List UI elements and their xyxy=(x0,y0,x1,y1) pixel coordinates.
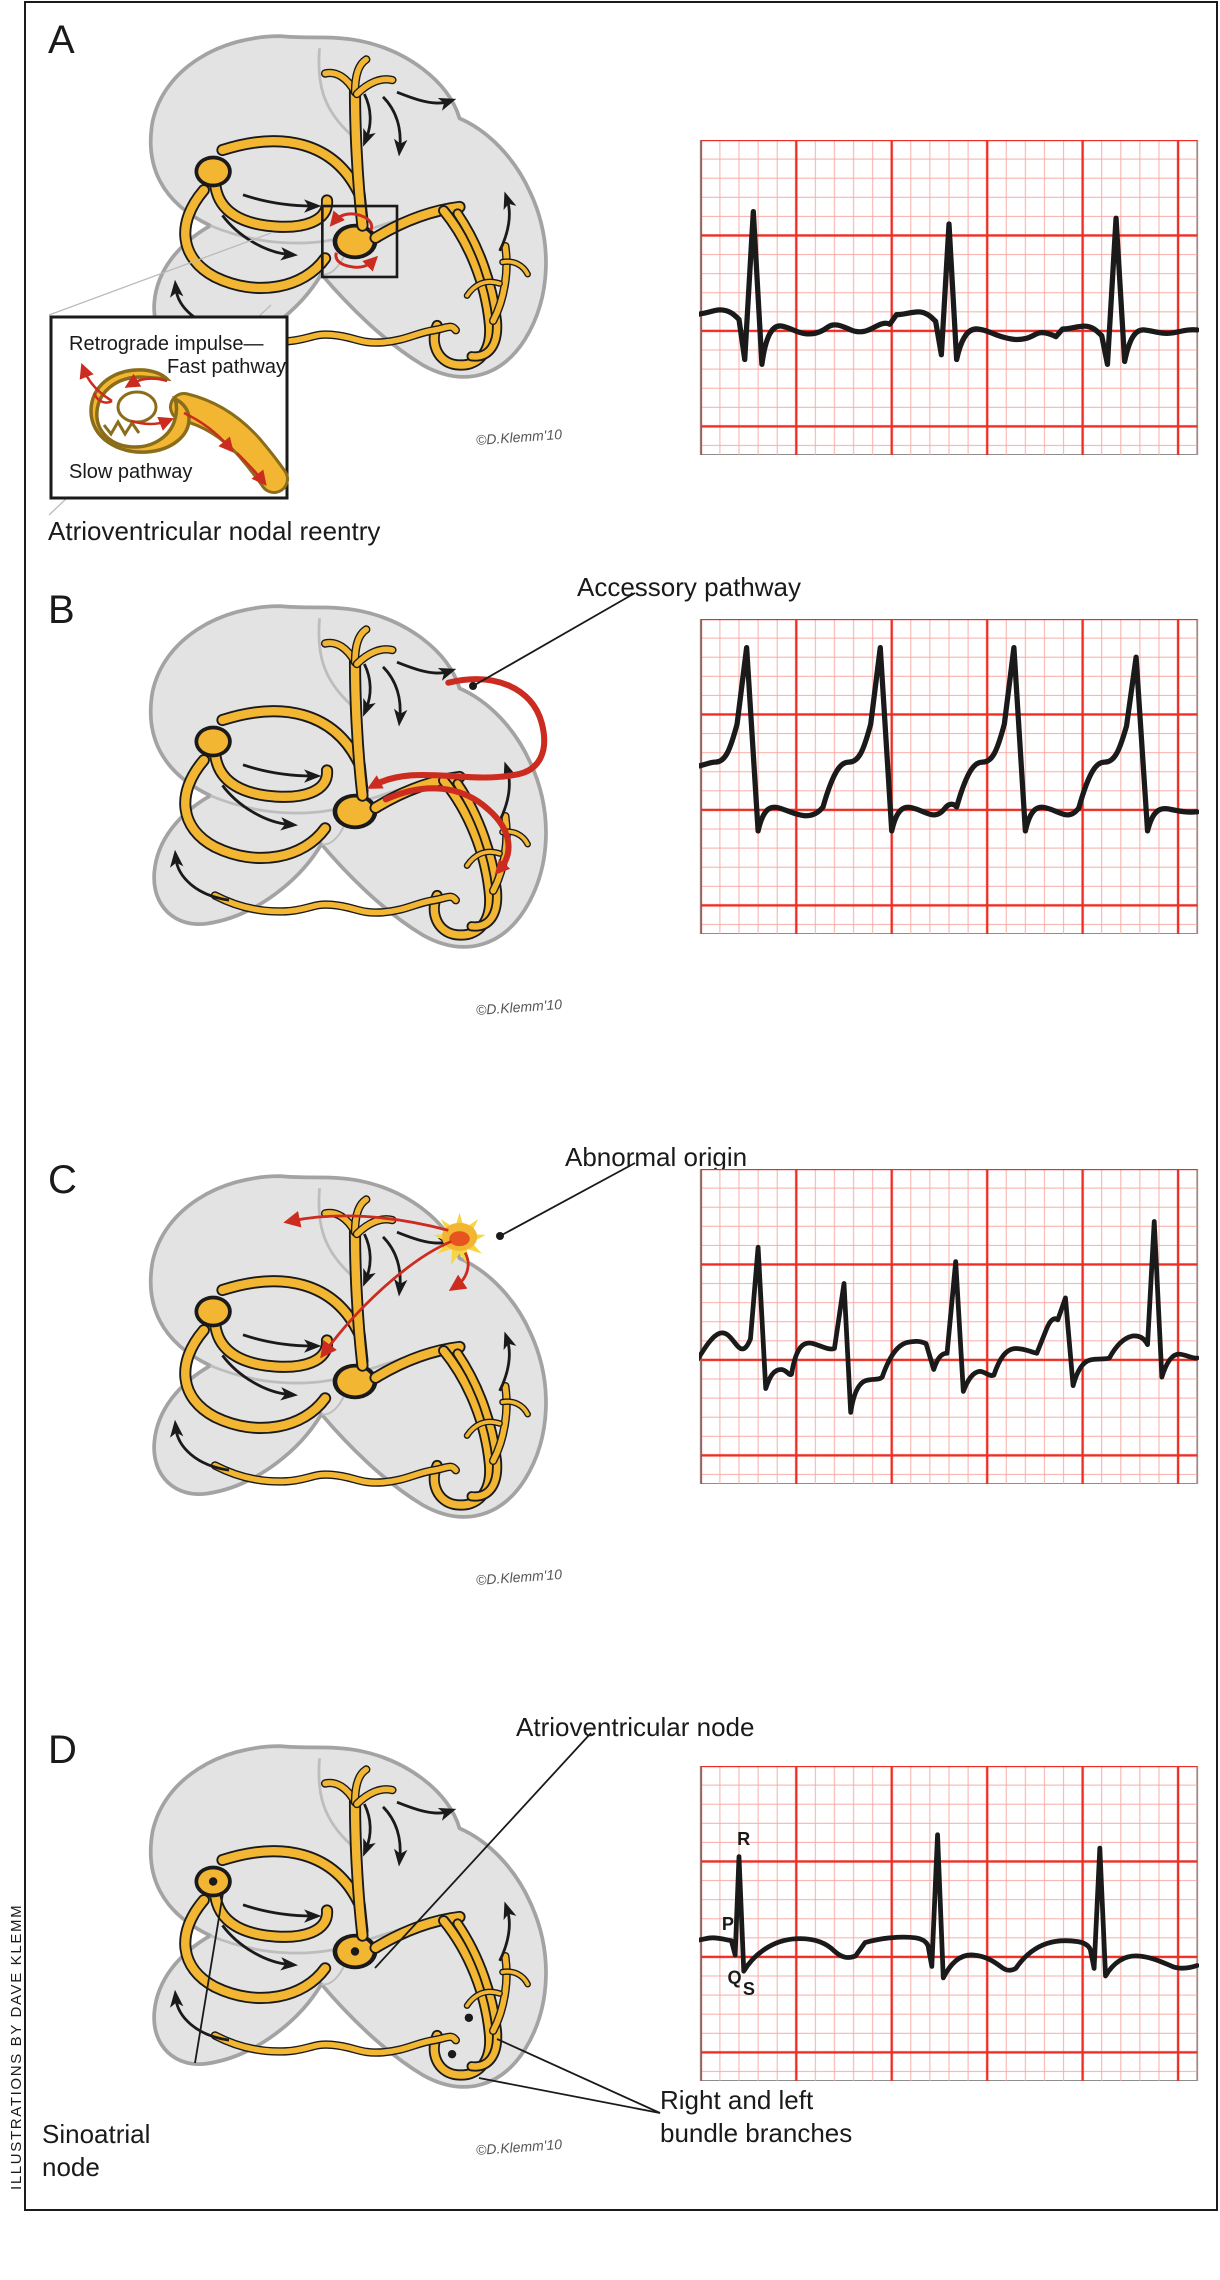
svg-text:R: R xyxy=(737,1829,750,1849)
svg-text:P: P xyxy=(722,1914,734,1934)
svg-text:Q: Q xyxy=(728,1968,742,1988)
svg-text:Retrograde impulse—: Retrograde impulse— xyxy=(69,333,264,355)
svg-text:Fast pathway: Fast pathway xyxy=(167,356,286,378)
svg-text:Slow pathway: Slow pathway xyxy=(69,461,192,483)
svg-text:S: S xyxy=(743,1979,755,1999)
